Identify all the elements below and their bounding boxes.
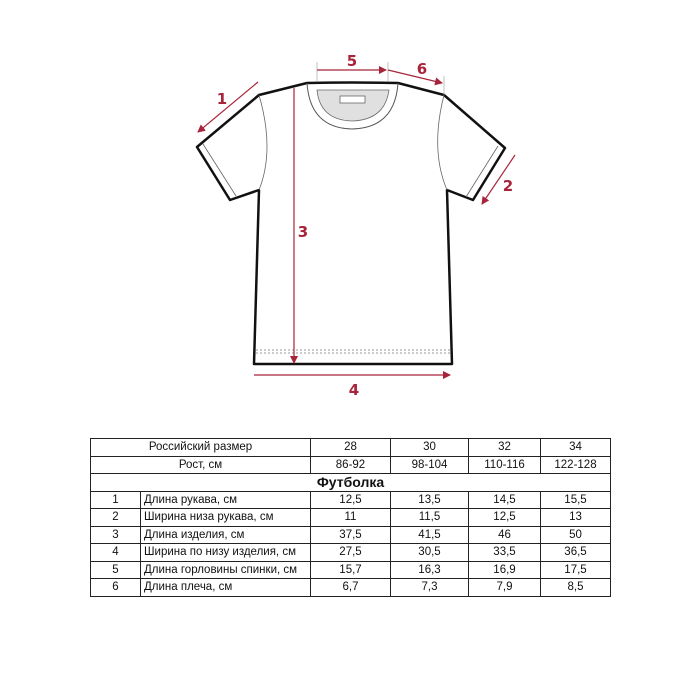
measurement-name: Длина плеча, см (140, 578, 311, 597)
table-row: 4 Ширина по низу изделия, см 27,5 30,5 33,5 3… (90, 543, 611, 562)
table-row: 2 Ширина низа рукава, см 11 11,5 12,5 13 (90, 508, 611, 527)
measurement-name: Длина изделия, см (140, 525, 311, 544)
value-cell: 27,5 (310, 543, 391, 562)
height-cell: 98-104 (390, 455, 469, 474)
value-cell: 13,5 (390, 490, 469, 509)
value-cell: 11,5 (390, 508, 469, 527)
value-cell: 15,7 (310, 560, 391, 579)
size-row: Российский размер 28 30 32 34 (90, 438, 611, 457)
value-cell: 50 (540, 525, 611, 544)
size-label: Российский размер (90, 438, 311, 457)
arrow-1 (197, 81, 259, 133)
table-row: 3 Длина изделия, см 37,5 41,5 46 50 (90, 525, 611, 544)
value-cell: 7,3 (390, 578, 469, 597)
value-cell: 12,5 (468, 508, 541, 527)
value-cell: 36,5 (540, 543, 611, 562)
value-cell: 41,5 (390, 525, 469, 544)
row-number: 3 (90, 525, 141, 544)
measurement-name: Длина горловины спинки, см (140, 560, 311, 579)
value-cell: 15,5 (540, 490, 611, 509)
height-cell: 110-116 (468, 455, 541, 474)
label-6: 6 (417, 60, 427, 78)
value-cell: 13 (540, 508, 611, 527)
value-cell: 14,5 (468, 490, 541, 509)
value-cell: 33,5 (468, 543, 541, 562)
measurement-name: Ширина низа рукава, см (140, 508, 311, 527)
row-number: 1 (90, 490, 141, 509)
size-cell: 32 (468, 438, 541, 457)
height-cell: 122-128 (540, 455, 611, 474)
height-cell: 86-92 (310, 455, 391, 474)
label-1: 1 (217, 90, 227, 108)
table-row: 1 Длина рукава, см 12,5 13,5 14,5 15,5 (90, 490, 611, 509)
value-cell: 6,7 (310, 578, 391, 597)
value-cell: 16,3 (390, 560, 469, 579)
table-row: 6 Длина плеча, см 6,7 7,3 7,9 8,5 (90, 578, 611, 597)
value-cell: 30,5 (390, 543, 469, 562)
value-cell: 7,9 (468, 578, 541, 597)
value-cell: 37,5 (310, 525, 391, 544)
row-number: 4 (90, 543, 141, 562)
table-row: 5 Длина горловины спинки, см 15,7 16,3 16,9 1… (90, 560, 611, 579)
measurement-name: Длина рукава, см (140, 490, 311, 509)
arrow-6 (387, 69, 443, 86)
value-cell: 11 (310, 508, 391, 527)
label-5: 5 (347, 52, 357, 70)
section-row: Футболка (90, 473, 611, 492)
value-cell: 46 (468, 525, 541, 544)
value-cell: 16,9 (468, 560, 541, 579)
tshirt-outline (195, 81, 507, 366)
label-2: 2 (503, 177, 513, 195)
height-row: Рост, см 86-92 98-104 110-116 122-128 (90, 455, 611, 474)
size-cell: 30 (390, 438, 469, 457)
size-cell: 28 (310, 438, 391, 457)
height-label: Рост, см (90, 455, 311, 474)
label-4: 4 (349, 381, 359, 399)
size-table: Российский размер 28 30 32 34 Рост, см 8… (90, 438, 611, 597)
value-cell: 17,5 (540, 560, 611, 579)
row-number: 5 (90, 560, 141, 579)
row-number: 6 (90, 578, 141, 597)
arrow-2 (481, 154, 516, 205)
label-3: 3 (298, 223, 308, 241)
measurement-arrows (197, 62, 516, 379)
measurement-name: Ширина по низу изделия, см (140, 543, 311, 562)
size-cell: 34 (540, 438, 611, 457)
section-title: Футболка (90, 473, 611, 492)
value-cell: 12,5 (310, 490, 391, 509)
value-cell: 8,5 (540, 578, 611, 597)
row-number: 2 (90, 508, 141, 527)
